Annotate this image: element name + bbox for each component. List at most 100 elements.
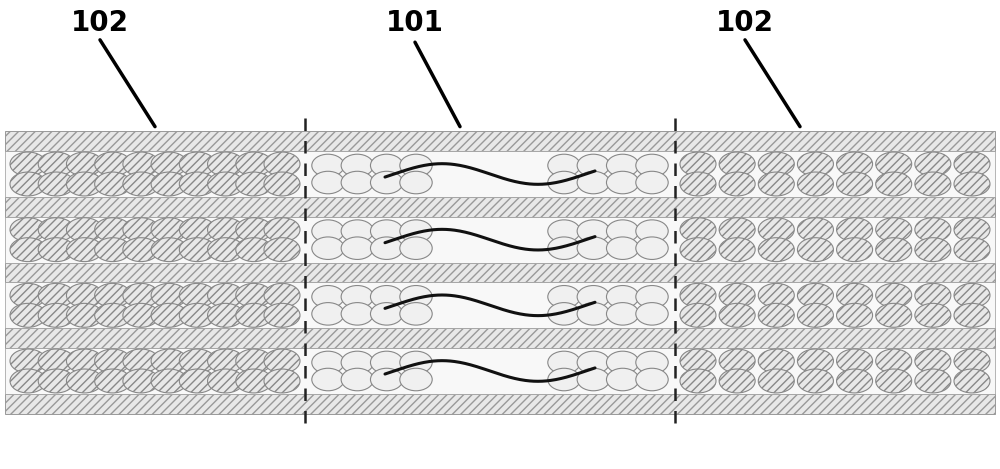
Ellipse shape <box>954 303 990 327</box>
Bar <box>5 217 995 263</box>
Ellipse shape <box>797 349 833 373</box>
Ellipse shape <box>636 154 668 177</box>
Ellipse shape <box>915 349 951 373</box>
Ellipse shape <box>548 171 580 194</box>
Ellipse shape <box>577 220 610 242</box>
Ellipse shape <box>38 303 74 327</box>
Ellipse shape <box>719 218 755 242</box>
Ellipse shape <box>606 220 639 242</box>
Bar <box>5 394 995 414</box>
Ellipse shape <box>151 172 187 196</box>
Ellipse shape <box>954 369 990 393</box>
Ellipse shape <box>236 172 272 196</box>
Ellipse shape <box>208 303 244 327</box>
Ellipse shape <box>10 172 46 196</box>
Ellipse shape <box>915 172 951 196</box>
Ellipse shape <box>680 218 716 242</box>
Bar <box>5 282 995 328</box>
Ellipse shape <box>758 369 794 393</box>
Ellipse shape <box>400 154 432 177</box>
Ellipse shape <box>876 283 912 307</box>
Ellipse shape <box>370 351 403 374</box>
Ellipse shape <box>954 172 990 196</box>
Ellipse shape <box>719 283 755 307</box>
Ellipse shape <box>954 349 990 373</box>
Ellipse shape <box>208 238 244 262</box>
Ellipse shape <box>797 218 833 242</box>
Ellipse shape <box>264 172 300 196</box>
Ellipse shape <box>38 369 74 393</box>
Ellipse shape <box>66 218 102 242</box>
Ellipse shape <box>548 237 580 259</box>
Ellipse shape <box>548 303 580 325</box>
Ellipse shape <box>680 303 716 327</box>
Ellipse shape <box>10 349 46 373</box>
Ellipse shape <box>400 286 432 308</box>
Ellipse shape <box>680 172 716 196</box>
Ellipse shape <box>10 369 46 393</box>
Ellipse shape <box>837 283 873 307</box>
Ellipse shape <box>179 172 215 196</box>
Ellipse shape <box>606 171 639 194</box>
Ellipse shape <box>312 171 344 194</box>
Ellipse shape <box>758 172 794 196</box>
Ellipse shape <box>66 303 102 327</box>
Ellipse shape <box>915 369 951 393</box>
Ellipse shape <box>208 369 244 393</box>
Ellipse shape <box>151 349 187 373</box>
Ellipse shape <box>606 286 639 308</box>
Ellipse shape <box>876 238 912 262</box>
Ellipse shape <box>370 237 403 259</box>
Ellipse shape <box>236 218 272 242</box>
Ellipse shape <box>123 283 159 307</box>
Ellipse shape <box>680 152 716 176</box>
Ellipse shape <box>915 218 951 242</box>
Ellipse shape <box>236 283 272 307</box>
Ellipse shape <box>341 351 374 374</box>
Ellipse shape <box>915 283 951 307</box>
Ellipse shape <box>95 152 131 176</box>
Ellipse shape <box>151 303 187 327</box>
Ellipse shape <box>370 368 403 391</box>
Ellipse shape <box>758 218 794 242</box>
Ellipse shape <box>123 369 159 393</box>
Ellipse shape <box>719 238 755 262</box>
Ellipse shape <box>38 238 74 262</box>
Bar <box>5 197 995 217</box>
Ellipse shape <box>95 283 131 307</box>
Ellipse shape <box>915 152 951 176</box>
Ellipse shape <box>236 238 272 262</box>
Ellipse shape <box>370 154 403 177</box>
Ellipse shape <box>10 152 46 176</box>
Ellipse shape <box>95 303 131 327</box>
Ellipse shape <box>577 286 610 308</box>
Ellipse shape <box>719 349 755 373</box>
Ellipse shape <box>577 154 610 177</box>
Ellipse shape <box>606 368 639 391</box>
Text: 102: 102 <box>71 9 129 38</box>
Ellipse shape <box>151 238 187 262</box>
Ellipse shape <box>954 218 990 242</box>
Ellipse shape <box>208 283 244 307</box>
Ellipse shape <box>264 303 300 327</box>
Ellipse shape <box>312 303 344 325</box>
Ellipse shape <box>66 283 102 307</box>
Ellipse shape <box>915 238 951 262</box>
Ellipse shape <box>636 303 668 325</box>
Ellipse shape <box>312 351 344 374</box>
Bar <box>5 348 995 394</box>
Ellipse shape <box>123 303 159 327</box>
Ellipse shape <box>876 349 912 373</box>
Ellipse shape <box>837 218 873 242</box>
Ellipse shape <box>797 152 833 176</box>
Ellipse shape <box>10 303 46 327</box>
Ellipse shape <box>341 220 374 242</box>
Ellipse shape <box>797 369 833 393</box>
Text: 102: 102 <box>716 9 774 38</box>
Ellipse shape <box>797 283 833 307</box>
Ellipse shape <box>341 171 374 194</box>
Ellipse shape <box>151 283 187 307</box>
Ellipse shape <box>151 152 187 176</box>
Ellipse shape <box>123 238 159 262</box>
Ellipse shape <box>837 238 873 262</box>
